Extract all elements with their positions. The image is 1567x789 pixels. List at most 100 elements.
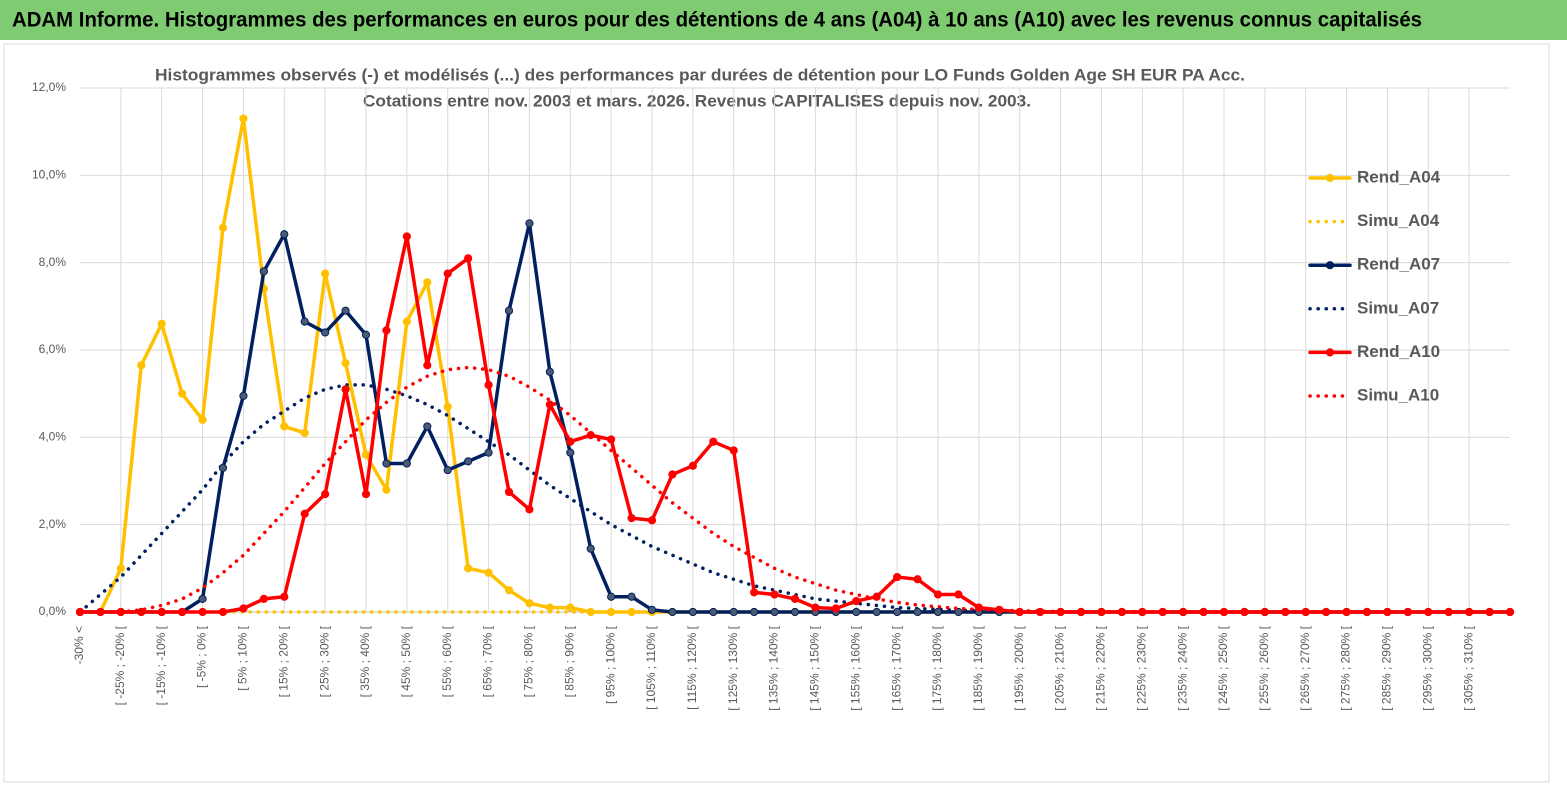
x-tick-label: [ 125% ; 130% [ xyxy=(726,625,740,710)
series-marker xyxy=(607,435,616,444)
x-tick-label: [ 255% ; 260% [ xyxy=(1257,625,1271,710)
series-marker xyxy=(464,564,473,573)
series-marker xyxy=(137,607,146,617)
series-marker xyxy=(280,592,289,601)
series-marker xyxy=(954,590,963,599)
x-tick-label: [ 115% ; 120% [ xyxy=(685,625,699,709)
series-marker xyxy=(157,319,166,328)
y-tick-label: 12,0% xyxy=(32,80,66,94)
series-marker xyxy=(750,607,759,617)
x-tick-label: [ 165% ; 170% [ xyxy=(889,625,903,710)
series-marker xyxy=(423,361,432,370)
series-marker xyxy=(75,607,85,617)
series-marker xyxy=(893,572,902,582)
series-marker xyxy=(1362,607,1372,617)
series-marker xyxy=(1240,607,1249,617)
x-tick-label: [ 95% ; 100% [ xyxy=(603,625,617,704)
series-marker xyxy=(525,219,534,228)
series-marker xyxy=(280,230,289,239)
series-marker xyxy=(1322,607,1331,617)
x-tick-label: [ 205% ; 210% [ xyxy=(1053,625,1067,710)
x-tick-label: [ 135% ; 140% [ xyxy=(767,625,781,710)
series-marker xyxy=(872,607,881,617)
series-marker xyxy=(259,594,268,604)
series-marker xyxy=(1383,607,1392,617)
legend-marker xyxy=(1325,173,1335,183)
series-marker xyxy=(627,607,636,617)
x-tick-label: [ 215% ; 220% [ xyxy=(1094,625,1108,710)
series-marker xyxy=(811,603,820,612)
series-marker xyxy=(525,599,534,608)
legend-label: Simu_A10 xyxy=(1357,385,1439,404)
series-marker xyxy=(933,607,943,617)
series-marker xyxy=(566,448,575,457)
x-tick-label: [ 85% ; 90% [ xyxy=(562,625,576,697)
series-marker xyxy=(239,114,248,123)
x-tick-label: [ 45% ; 50% [ xyxy=(399,625,413,697)
x-tick-label: [ 185% ; 190% [ xyxy=(971,625,985,710)
chart-subtitle: Cotations entre nov. 2003 et mars. 2026.… xyxy=(363,91,1031,110)
series-marker xyxy=(321,328,330,337)
x-tick-label: [ 305% ; 310% [ xyxy=(1461,625,1475,710)
series-marker xyxy=(443,402,452,411)
series-marker xyxy=(504,586,514,595)
series-marker xyxy=(239,391,248,400)
x-tick-label: [ 15% ; 20% [ xyxy=(276,625,290,697)
series-marker xyxy=(668,470,677,479)
x-tick-label: [ 25% ; 30% [ xyxy=(317,625,331,697)
series-marker xyxy=(586,431,595,440)
x-tick-label: [ -15% ; -10% [ xyxy=(154,625,168,705)
series-marker xyxy=(361,330,371,339)
series-marker xyxy=(1444,607,1453,617)
series-marker xyxy=(1403,607,1412,617)
series-marker xyxy=(872,592,881,601)
series-marker xyxy=(1179,607,1188,617)
x-tick-label: [ 265% ; 270% [ xyxy=(1298,625,1312,710)
series-marker xyxy=(913,575,922,584)
legend-label: Simu_A04 xyxy=(1357,211,1440,230)
series-marker xyxy=(300,317,309,326)
series-marker xyxy=(893,607,902,617)
y-tick-label: 8,0% xyxy=(39,255,67,269)
series-marker xyxy=(341,306,350,315)
series-marker xyxy=(1199,607,1208,617)
series-marker xyxy=(178,389,187,398)
series-marker xyxy=(96,607,105,617)
series-marker xyxy=(1158,607,1167,617)
chart-title: Histogrammes observés (-) et modélisés (… xyxy=(155,65,1245,84)
series-marker xyxy=(239,604,248,613)
series-marker xyxy=(729,607,738,617)
chart-frame xyxy=(3,43,1550,783)
series-marker xyxy=(1097,607,1106,617)
series-marker xyxy=(1076,607,1086,617)
series-marker xyxy=(852,607,861,617)
series-marker xyxy=(484,448,493,457)
series-marker xyxy=(647,605,657,614)
series-marker xyxy=(423,422,432,431)
series-marker xyxy=(709,607,718,617)
series-marker xyxy=(852,596,861,606)
series-marker xyxy=(1424,607,1433,617)
series-marker xyxy=(198,594,207,604)
series-marker xyxy=(566,603,575,612)
x-tick-label: [ 225% ; 230% [ xyxy=(1134,625,1148,710)
legend-label: Rend_A07 xyxy=(1357,255,1440,274)
series-marker xyxy=(218,607,228,617)
series-marker xyxy=(607,592,616,601)
series-marker xyxy=(116,564,125,573)
series-marker xyxy=(750,588,759,597)
series-marker xyxy=(1505,607,1515,617)
series-marker xyxy=(1015,607,1024,617)
header-banner xyxy=(0,0,1567,40)
series-marker xyxy=(504,306,514,315)
series-marker xyxy=(709,437,718,446)
series-marker xyxy=(974,603,983,612)
x-tick-label: [ 245% ; 250% [ xyxy=(1216,625,1230,710)
header-title: ADAM Informe. Histogrammes des performan… xyxy=(12,9,1422,32)
series-marker xyxy=(484,568,493,577)
series-marker xyxy=(382,459,391,468)
series-marker xyxy=(586,607,595,617)
series-marker xyxy=(525,505,534,514)
series-marker xyxy=(321,490,330,499)
